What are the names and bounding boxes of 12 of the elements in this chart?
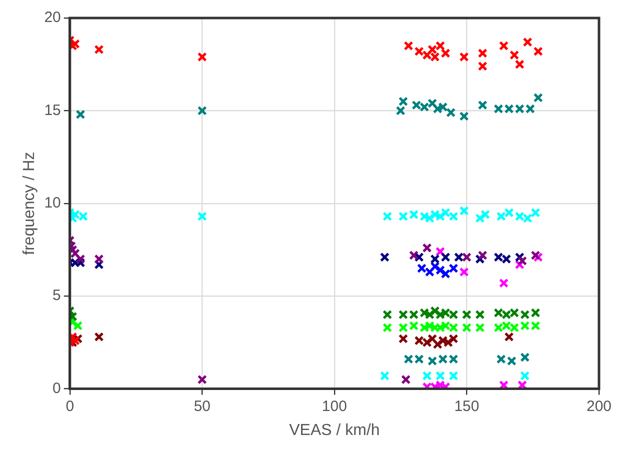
x-tick-label: 200 — [586, 398, 612, 415]
x-axis-title: VEAS / km/h — [289, 422, 380, 439]
x-tick-label: 50 — [194, 398, 211, 415]
y-axis-title: frequency / Hz — [21, 152, 38, 255]
x-tick-label: 100 — [322, 398, 347, 415]
y-tick-label: 15 — [44, 102, 61, 119]
x-tick-label: 150 — [454, 398, 480, 415]
y-tick-label: 20 — [44, 9, 61, 26]
y-tick-label: 0 — [52, 380, 61, 397]
y-tick-label: 10 — [44, 194, 61, 212]
y-tick-label: 5 — [52, 287, 61, 304]
x-tick-label: 0 — [66, 398, 74, 415]
